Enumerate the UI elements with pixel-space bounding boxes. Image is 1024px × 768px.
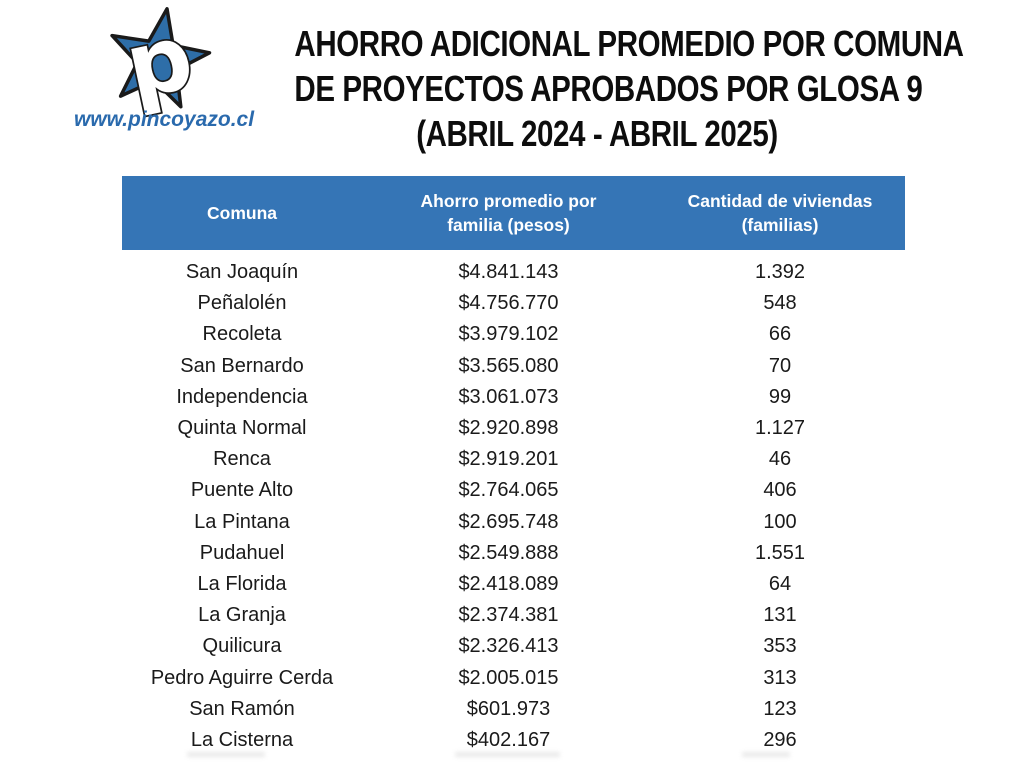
cell-viviendas: 406 (763, 479, 797, 502)
cell-comuna: Renca (213, 448, 271, 471)
cell-comuna: San Bernardo (180, 354, 304, 377)
table-row: Peñalolén $4.756.770 548 (122, 288, 905, 319)
title-line-2: DE PROYECTOS APROBADOS POR GLOSA 9 (294, 68, 923, 109)
table-row: Quilicura $2.326.413 353 (122, 631, 905, 662)
svg-text:p: p (117, 6, 202, 118)
cell-ahorro: $2.919.201 (458, 448, 559, 471)
cell-comuna: Quinta Normal (177, 417, 307, 440)
cell-viviendas: 1.392 (754, 261, 806, 284)
cell-viviendas: 66 (768, 323, 792, 346)
cell-ahorro: $601.973 (466, 697, 551, 720)
cell-ahorro: $4.841.143 (458, 261, 559, 284)
cutoff-row-remnant (742, 752, 790, 757)
cell-viviendas: 99 (768, 385, 792, 408)
star-p-logo-icon: p (110, 6, 212, 118)
cell-ahorro: $2.374.381 (458, 604, 559, 627)
cell-ahorro: $2.920.898 (458, 417, 559, 440)
cell-comuna: Recoleta (202, 323, 282, 346)
cell-comuna: Quilicura (202, 635, 282, 658)
cell-ahorro: $2.418.089 (458, 572, 559, 595)
cell-ahorro: $2.005.015 (458, 666, 559, 689)
pincoyazo-logo: p www.pincoyazo.cl (74, 4, 254, 144)
table-row: La Florida $2.418.089 64 (122, 569, 905, 600)
cell-comuna: Peñalolén (197, 292, 287, 315)
table-row: Renca $2.919.201 46 (122, 444, 905, 475)
cell-comuna: La Cisterna (190, 728, 294, 751)
cell-comuna: Puente Alto (190, 479, 294, 502)
cell-comuna: Independencia (176, 385, 308, 408)
table-row: La Cisterna $402.167 296 (122, 725, 905, 756)
table-row: San Bernardo $3.565.080 70 (122, 351, 905, 382)
cell-viviendas: 131 (763, 604, 797, 627)
cell-ahorro: $2.764.065 (458, 479, 559, 502)
cell-viviendas: 1.127 (754, 417, 806, 440)
cell-ahorro: $402.167 (466, 728, 551, 751)
cell-viviendas: 353 (763, 635, 797, 658)
cutoff-row-remnant (455, 752, 560, 757)
table-row: Pudahuel $2.549.888 1.551 (122, 538, 905, 569)
cell-ahorro: $3.979.102 (458, 323, 559, 346)
cell-comuna: San Ramón (189, 697, 295, 720)
cell-viviendas: 46 (768, 448, 792, 471)
cell-ahorro: $2.549.888 (458, 541, 559, 564)
cell-viviendas: 123 (763, 697, 797, 720)
page-title: AHORRO ADICIONAL PROMEDIO POR COMUNA DE … (294, 21, 964, 156)
cell-viviendas: 100 (763, 510, 797, 533)
cell-ahorro: $3.061.073 (458, 385, 559, 408)
cutoff-row-remnant (187, 752, 265, 757)
cell-comuna: Pedro Aguirre Cerda (150, 666, 334, 689)
title-line-3: (ABRIL 2024 - ABRIL 2025) (416, 113, 778, 154)
cell-viviendas: 548 (763, 292, 797, 315)
table-row: La Pintana $2.695.748 100 (122, 507, 905, 538)
column-header-ahorro: Ahorro promedio por familia (pesos) (420, 191, 597, 235)
cell-viviendas: 64 (768, 572, 792, 595)
title-line-1: AHORRO ADICIONAL PROMEDIO POR COMUNA (294, 23, 964, 64)
cell-viviendas: 313 (763, 666, 797, 689)
table-header-row: Comuna Ahorro promedio por familia (peso… (122, 176, 905, 250)
cell-ahorro: $2.695.748 (458, 510, 559, 533)
table-row: Recoleta $3.979.102 66 (122, 319, 905, 350)
cell-viviendas: 1.551 (754, 541, 806, 564)
website-url: www.pincoyazo.cl (73, 108, 255, 131)
table-body: San Joaquín $4.841.143 1.392 Peñalolén $… (122, 257, 905, 756)
cell-comuna: La Pintana (194, 510, 290, 533)
table-row: San Ramón $601.973 123 (122, 694, 905, 725)
savings-table: Comuna Ahorro promedio por familia (peso… (122, 176, 905, 756)
table-row: Pedro Aguirre Cerda $2.005.015 313 (122, 662, 905, 693)
column-header-comuna: Comuna (207, 203, 277, 223)
table-row: Independencia $3.061.073 99 (122, 382, 905, 413)
cell-comuna: San Joaquín (185, 261, 299, 284)
cell-viviendas: 296 (763, 728, 797, 751)
cell-ahorro: $4.756.770 (458, 292, 559, 315)
cell-ahorro: $2.326.413 (458, 635, 559, 658)
table-row: Puente Alto $2.764.065 406 (122, 475, 905, 506)
cell-comuna: La Florida (197, 572, 287, 595)
cell-comuna: La Granja (198, 604, 286, 627)
column-header-viviendas: Cantidad de viviendas (familias) (687, 191, 873, 235)
cell-comuna: Pudahuel (199, 541, 285, 564)
table-row: Quinta Normal $2.920.898 1.127 (122, 413, 905, 444)
cell-viviendas: 70 (768, 354, 792, 377)
table-row: La Granja $2.374.381 131 (122, 600, 905, 631)
table-row: San Joaquín $4.841.143 1.392 (122, 257, 905, 288)
cell-ahorro: $3.565.080 (458, 354, 559, 377)
